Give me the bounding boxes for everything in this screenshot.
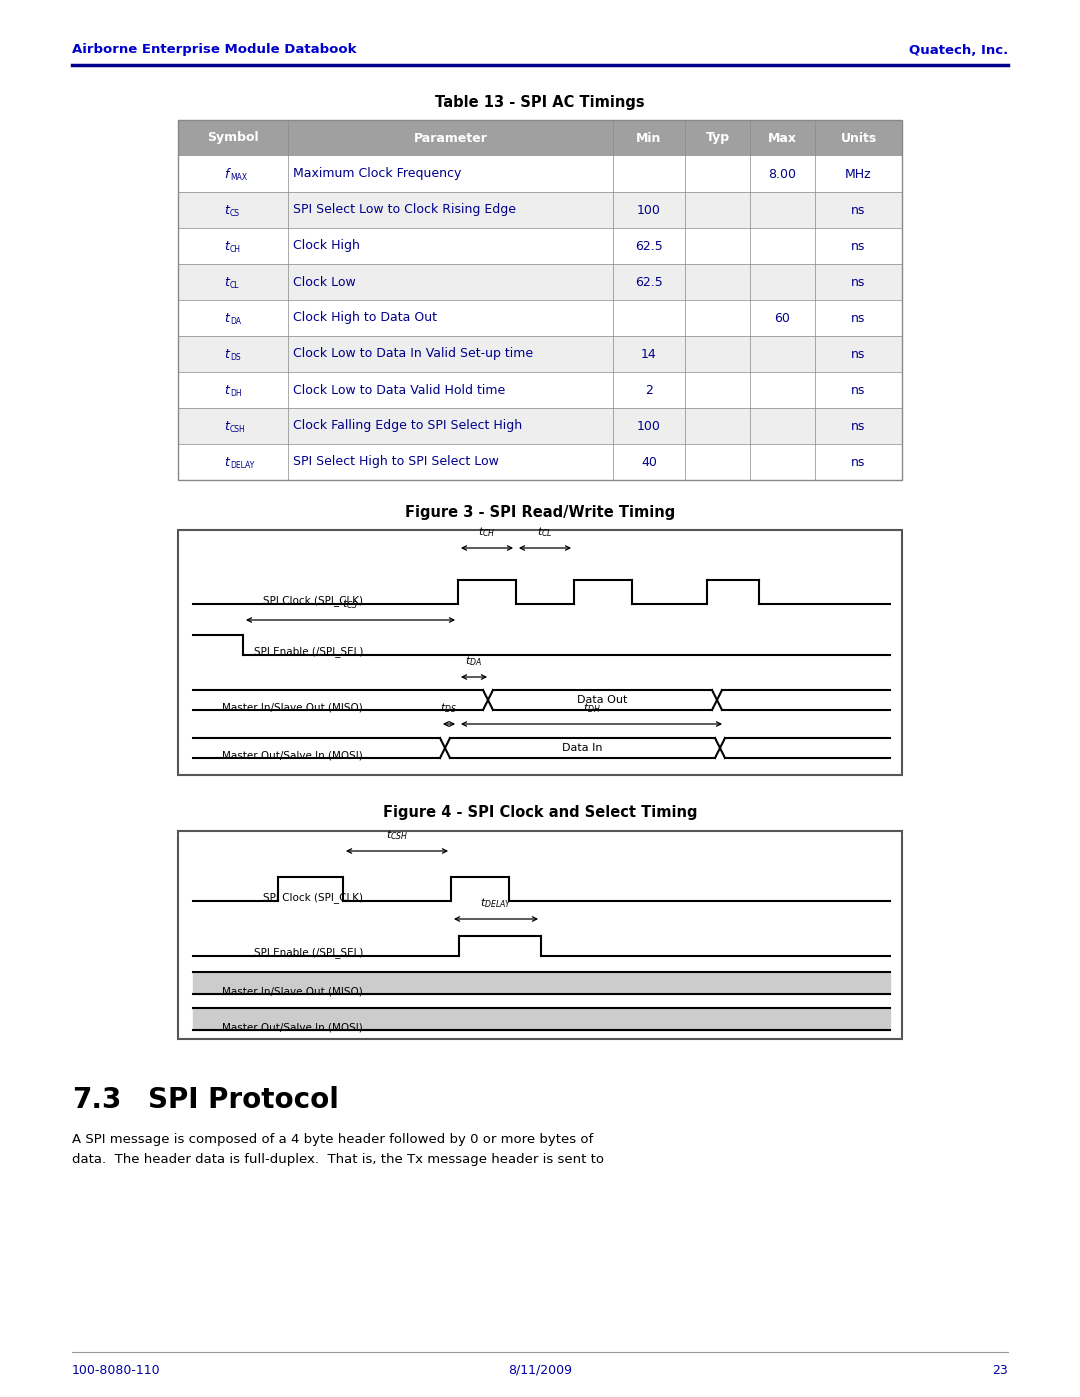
- Bar: [178, 372, 902, 408]
- Text: CS: CS: [230, 210, 240, 218]
- Text: ns: ns: [851, 312, 866, 324]
- Bar: [178, 337, 902, 372]
- Text: 40: 40: [642, 455, 657, 468]
- Text: f: f: [225, 168, 229, 180]
- Text: t: t: [225, 384, 229, 397]
- Text: CL: CL: [230, 282, 240, 291]
- Text: Master In/Slave Out (MISO): Master In/Slave Out (MISO): [222, 986, 363, 996]
- Text: t: t: [225, 348, 229, 360]
- Bar: [178, 529, 902, 775]
- Bar: [178, 300, 902, 337]
- Text: Airborne Enterprise Module Databook: Airborne Enterprise Module Databook: [72, 43, 356, 56]
- Text: $t_{CH}$: $t_{CH}$: [478, 525, 496, 539]
- Text: SPI Select Low to Clock Rising Edge: SPI Select Low to Clock Rising Edge: [293, 204, 516, 217]
- Text: 62.5: 62.5: [635, 239, 663, 253]
- Text: Clock Low: Clock Low: [293, 275, 355, 289]
- Text: Clock Low to Data In Valid Set-up time: Clock Low to Data In Valid Set-up time: [293, 348, 534, 360]
- Bar: [178, 444, 902, 481]
- Text: ns: ns: [851, 455, 866, 468]
- Bar: [178, 228, 902, 264]
- Text: Figure 3 - SPI Read/Write Timing: Figure 3 - SPI Read/Write Timing: [405, 504, 675, 520]
- Text: t: t: [225, 204, 229, 217]
- Text: Table 13 - SPI AC Timings: Table 13 - SPI AC Timings: [435, 95, 645, 110]
- Text: t: t: [225, 419, 229, 433]
- Text: Clock High to Data Out: Clock High to Data Out: [293, 312, 437, 324]
- Text: DH: DH: [230, 390, 242, 398]
- Text: Quatech, Inc.: Quatech, Inc.: [908, 43, 1008, 56]
- Text: 14: 14: [642, 348, 657, 360]
- Text: Symbol: Symbol: [207, 131, 259, 144]
- Text: 100: 100: [637, 204, 661, 217]
- Text: ns: ns: [851, 275, 866, 289]
- Text: Clock High: Clock High: [293, 239, 360, 253]
- Text: 60: 60: [774, 312, 791, 324]
- Text: 100-8080-110: 100-8080-110: [72, 1363, 161, 1376]
- Text: Max: Max: [768, 131, 797, 144]
- Bar: [178, 191, 902, 228]
- Text: Data In: Data In: [563, 743, 603, 753]
- Text: 2: 2: [645, 384, 653, 397]
- Text: A SPI message is composed of a 4 byte header followed by 0 or more bytes of: A SPI message is composed of a 4 byte he…: [72, 1133, 593, 1146]
- Text: CSH: CSH: [230, 426, 246, 434]
- Text: 8.00: 8.00: [769, 168, 797, 180]
- Text: $t_{DA}$: $t_{DA}$: [465, 654, 483, 668]
- Text: Clock Falling Edge to SPI Select High: Clock Falling Edge to SPI Select High: [293, 419, 522, 433]
- Text: ns: ns: [851, 384, 866, 397]
- Text: Data Out: Data Out: [578, 694, 627, 705]
- Text: DA: DA: [230, 317, 241, 327]
- Text: $t_{DELAY}$: $t_{DELAY}$: [480, 897, 512, 909]
- Text: Maximum Clock Frequency: Maximum Clock Frequency: [293, 168, 461, 180]
- Text: Typ: Typ: [705, 131, 730, 144]
- Text: SPI Enable (/SPI_SEL): SPI Enable (/SPI_SEL): [254, 947, 363, 958]
- Text: 8/11/2009: 8/11/2009: [508, 1363, 572, 1376]
- Text: t: t: [225, 275, 229, 289]
- Text: Min: Min: [636, 131, 662, 144]
- Text: SPI Clock (SPI_CLK): SPI Clock (SPI_CLK): [264, 595, 363, 606]
- Text: ns: ns: [851, 419, 866, 433]
- Text: $t_{CSH}$: $t_{CSH}$: [386, 828, 408, 842]
- Text: $t_{DS}$: $t_{DS}$: [441, 701, 458, 715]
- Text: SPI Enable (/SPI_SEL): SPI Enable (/SPI_SEL): [254, 647, 363, 658]
- Text: Figure 4 - SPI Clock and Select Timing: Figure 4 - SPI Clock and Select Timing: [382, 806, 698, 820]
- Text: ns: ns: [851, 239, 866, 253]
- Text: Parameter: Parameter: [414, 131, 487, 144]
- Bar: [178, 120, 902, 156]
- Text: t: t: [225, 239, 229, 253]
- Text: ns: ns: [851, 348, 866, 360]
- Text: 7.3: 7.3: [72, 1085, 121, 1113]
- Text: ns: ns: [851, 204, 866, 217]
- Bar: [178, 120, 902, 481]
- Text: Units: Units: [840, 131, 877, 144]
- Text: Master Out/Salve In (MOSI): Master Out/Salve In (MOSI): [222, 1023, 363, 1032]
- Text: 23: 23: [993, 1363, 1008, 1376]
- Text: 62.5: 62.5: [635, 275, 663, 289]
- Text: Master In/Slave Out (MISO): Master In/Slave Out (MISO): [222, 703, 363, 712]
- Text: SPI Protocol: SPI Protocol: [148, 1085, 339, 1113]
- Text: $t_{DH}$: $t_{DH}$: [582, 701, 600, 715]
- Text: SPI Select High to SPI Select Low: SPI Select High to SPI Select Low: [293, 455, 499, 468]
- Bar: [178, 264, 902, 300]
- Text: t: t: [225, 455, 229, 468]
- Text: data.  The header data is full-duplex.  That is, the Tx message header is sent t: data. The header data is full-duplex. Th…: [72, 1153, 604, 1166]
- Text: MAX: MAX: [230, 173, 247, 183]
- Bar: [178, 408, 902, 444]
- Bar: [178, 831, 902, 1039]
- Text: SPI Clock (SPI_CLK): SPI Clock (SPI_CLK): [264, 893, 363, 904]
- Text: t: t: [225, 312, 229, 324]
- Text: DS: DS: [230, 353, 241, 362]
- Text: CH: CH: [230, 246, 241, 254]
- Text: 100: 100: [637, 419, 661, 433]
- Text: DELAY: DELAY: [230, 461, 254, 471]
- Text: MHz: MHz: [846, 168, 872, 180]
- Bar: [178, 156, 902, 191]
- Text: $t_{CS}$: $t_{CS}$: [342, 597, 359, 610]
- Text: Clock Low to Data Valid Hold time: Clock Low to Data Valid Hold time: [293, 384, 505, 397]
- Text: Master Out/Salve In (MOSI): Master Out/Salve In (MOSI): [222, 750, 363, 760]
- Text: $t_{CL}$: $t_{CL}$: [537, 525, 553, 539]
